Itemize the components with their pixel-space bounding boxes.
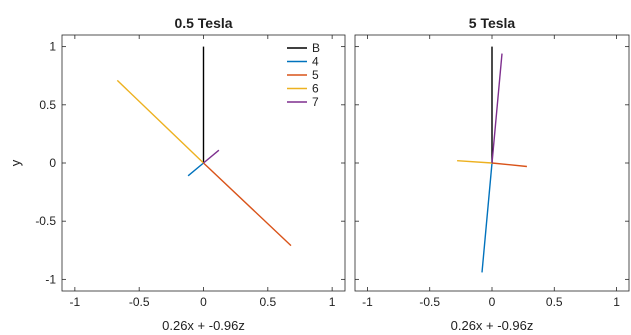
legend-label-6: 6 <box>312 82 319 96</box>
chart-panel-5-tesla: 5 Tesla -1 -0.5 0 0.5 1 0.26x + -0.96z <box>354 15 630 333</box>
x-axis-label: 0.26x + -0.96z <box>162 318 245 333</box>
series-line-3 <box>457 160 493 164</box>
series-line-2 <box>491 162 527 168</box>
x-tick-label: 0.5 <box>546 295 563 309</box>
series-line-7 <box>203 149 220 164</box>
series-line-6 <box>116 79 204 164</box>
x-tick-label: -0.5 <box>129 295 150 309</box>
chart-title: 0.5 Tesla <box>174 15 232 31</box>
y-tick-label: 0 <box>49 156 56 170</box>
legend-label-B: B <box>312 41 320 55</box>
chart-panel-0p5-tesla: 0.5 Tesla -1 -0.5 0 0.5 1 -1 -0.5 0 0.5 1 0.26x + -… <box>8 15 346 333</box>
y-tick-label: -1 <box>45 272 56 286</box>
legend-label-5: 5 <box>312 68 319 82</box>
x-tick-label: 1 <box>329 295 336 309</box>
x-tick-label: 0 <box>489 295 496 309</box>
chart-title: 5 Tesla <box>469 15 516 31</box>
x-tick-label: -1 <box>70 295 81 309</box>
x-tick-label: 0 <box>200 295 207 309</box>
y-tick-label: 0.5 <box>39 98 56 112</box>
x-tick-label: -0.5 <box>419 295 440 309</box>
legend-label-4: 4 <box>312 55 319 69</box>
x-tick-label: 1 <box>613 295 620 309</box>
series-line-4 <box>187 162 204 177</box>
series-line-5 <box>203 162 292 247</box>
x-tick-label: 0.5 <box>259 295 276 309</box>
legend-label-7: 7 <box>312 95 319 109</box>
y-axis-label: y <box>8 159 23 166</box>
series-line-1 <box>481 162 493 273</box>
x-axis-label: 0.26x + -0.96z <box>451 318 534 333</box>
y-tick-label: -0.5 <box>35 214 56 228</box>
y-tick-label: 1 <box>49 40 56 54</box>
series-line-4 <box>491 53 503 164</box>
x-tick-label: -1 <box>362 295 373 309</box>
